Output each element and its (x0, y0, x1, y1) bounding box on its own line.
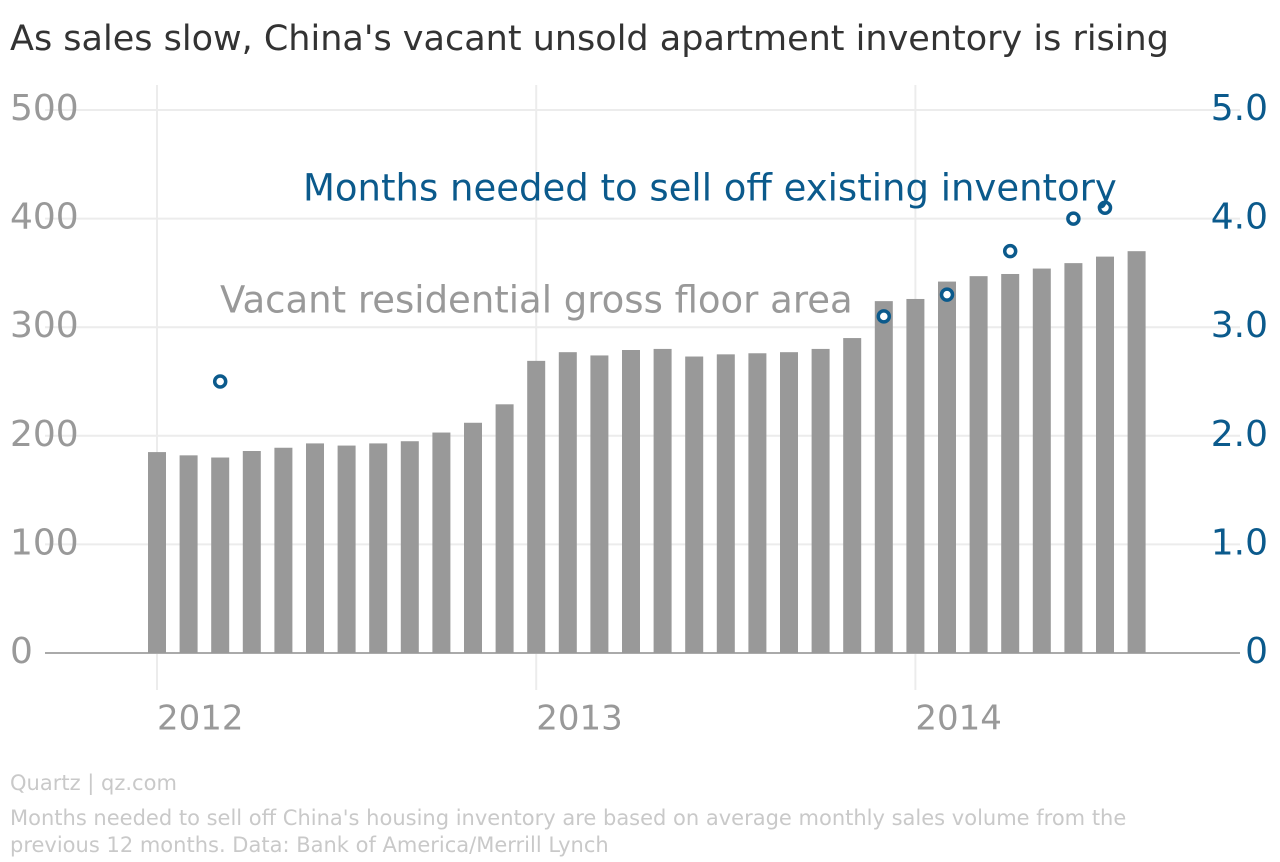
dot (939, 287, 955, 302)
bar (495, 404, 514, 653)
bar (1127, 251, 1146, 653)
bar (337, 445, 356, 653)
bar (685, 356, 704, 653)
y-tick-label: 100 (10, 522, 79, 563)
series-label: Months needed to sell off existing inven… (303, 167, 1117, 210)
chart-title: As sales slow, China's vacant unsold apa… (10, 19, 1169, 59)
dot (1002, 243, 1018, 259)
note: Months needed to sell off China's housin… (10, 806, 1127, 857)
y2-tick-label: 5.0 (1211, 88, 1268, 129)
bar (906, 298, 925, 653)
bar (653, 348, 672, 653)
dot (1097, 200, 1113, 215)
y-tick-label: 0 (10, 631, 33, 672)
bar (274, 447, 293, 653)
bar (369, 443, 388, 653)
bar (590, 355, 609, 653)
bar (148, 452, 166, 653)
x-tick-label: 2012 (157, 699, 244, 739)
bar (1064, 263, 1083, 653)
bar (400, 441, 419, 653)
bar (306, 443, 324, 653)
bar (1032, 268, 1051, 653)
bar (464, 422, 482, 653)
dot (1066, 211, 1081, 226)
bar (179, 455, 198, 653)
chart: As sales slow, China's vacant unsold apa… (10, 19, 1268, 739)
bar (527, 360, 546, 653)
bar (938, 281, 956, 653)
y2-tick-label: 1.0 (1211, 522, 1268, 563)
dot (212, 374, 228, 389)
series-label: Vacant residential gross floor area (220, 279, 853, 322)
bar (432, 432, 451, 653)
y-tick-label: 500 (10, 88, 79, 129)
y2-tick-label: 4.0 (1211, 197, 1268, 238)
bar (716, 354, 735, 653)
dot (876, 309, 892, 324)
bar (874, 301, 893, 653)
bar (558, 352, 577, 653)
y-tick-label: 200 (10, 414, 79, 455)
bar (1001, 273, 1020, 653)
y2-tick-label: 3.0 (1211, 305, 1268, 346)
y-tick-label: 300 (10, 305, 79, 346)
bar (748, 353, 767, 653)
bar (780, 352, 798, 653)
bar (622, 350, 640, 653)
source: Quartz | qz.com (10, 771, 177, 795)
bar (811, 348, 830, 653)
bar (969, 276, 988, 653)
bar (211, 457, 230, 653)
bar (843, 338, 862, 653)
y-tick-label: 400 (10, 197, 79, 238)
bar (1096, 256, 1114, 653)
x-tick-label: 2013 (536, 699, 623, 739)
x-tick-label: 2014 (915, 699, 1002, 739)
y2-tick-label: 2.0 (1211, 414, 1268, 455)
y2-tick-label: 0 (1245, 631, 1268, 672)
bar (242, 451, 261, 653)
